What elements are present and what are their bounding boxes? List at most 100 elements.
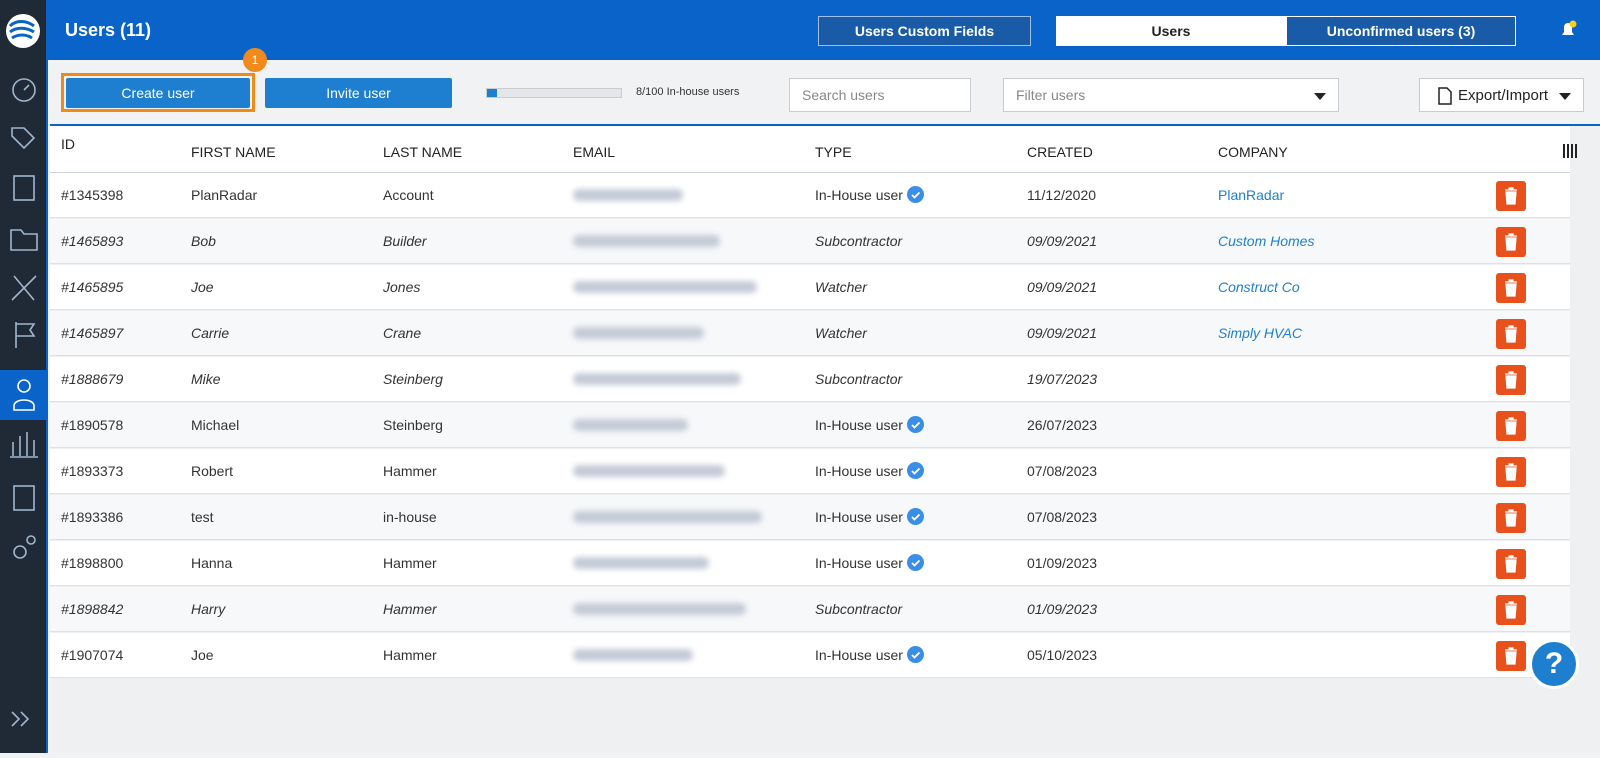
id: #1898842 bbox=[61, 601, 124, 617]
table-row[interactable]: #1893373 Robert Hammer In-House user 07/08/2… bbox=[50, 449, 1570, 494]
first-name: Hanna bbox=[191, 555, 233, 571]
help-button[interactable]: ? bbox=[1529, 639, 1579, 689]
table-row[interactable]: #1898842 Harry Hammer Subcontractor 01/09/20… bbox=[50, 587, 1570, 632]
type: Subcontractor bbox=[815, 601, 903, 617]
delete-button[interactable] bbox=[1496, 641, 1526, 671]
created: 05/10/2023 bbox=[1027, 647, 1098, 663]
type: In-House user bbox=[815, 647, 903, 663]
last-name: Hammer bbox=[383, 647, 437, 663]
column-header[interactable]: TYPE bbox=[815, 144, 852, 160]
email-redacted bbox=[573, 557, 709, 569]
company[interactable]: Simply HVAC bbox=[1218, 325, 1303, 341]
column-header[interactable]: FIRST NAME bbox=[191, 144, 276, 160]
email-redacted bbox=[573, 281, 757, 293]
column-header[interactable]: EMAIL bbox=[573, 144, 616, 160]
created: 09/09/2021 bbox=[1027, 233, 1098, 249]
last-name: Account bbox=[383, 187, 434, 203]
first-name: PlanRadar bbox=[191, 187, 258, 203]
id: #1893373 bbox=[61, 463, 124, 479]
company[interactable]: Custom Homes bbox=[1218, 233, 1315, 249]
company[interactable]: Construct Co bbox=[1218, 279, 1300, 295]
delete-button[interactable] bbox=[1496, 503, 1526, 533]
email-redacted bbox=[573, 373, 741, 385]
delete-button[interactable] bbox=[1496, 227, 1526, 257]
table: ID FIRST NAME LAST NAME EMAIL TYPE CREATED COM… bbox=[50, 124, 1600, 753]
table-row[interactable]: #1898800 Hanna Hammer In-House user 01/09/20… bbox=[50, 541, 1570, 586]
type: In-House user bbox=[815, 509, 903, 525]
trash-icon bbox=[1505, 509, 1517, 527]
table-row[interactable]: #1465897 Carrie Crane Watcher 09/09/2021 Simp… bbox=[50, 311, 1570, 356]
verified-icon bbox=[907, 508, 924, 525]
verified-icon bbox=[907, 646, 924, 663]
tab[interactable]: Users Custom Fields bbox=[818, 16, 1031, 46]
tab[interactable]: Users bbox=[1056, 16, 1286, 46]
column-header[interactable]: ID bbox=[61, 136, 75, 152]
invite-user-button[interactable]: Invite user bbox=[265, 78, 452, 108]
verified-icon bbox=[907, 186, 924, 203]
first-name: Carrie bbox=[191, 325, 230, 341]
id: #1898800 bbox=[61, 555, 124, 571]
created: 07/08/2023 bbox=[1027, 509, 1098, 525]
dropdown-arrow bbox=[1314, 93, 1326, 100]
delete-button[interactable] bbox=[1496, 411, 1526, 441]
table-row[interactable]: #1890578 Michael Steinberg In-House user 26/… bbox=[50, 403, 1570, 448]
delete-button[interactable] bbox=[1496, 595, 1526, 625]
last-name: Hammer bbox=[383, 555, 437, 571]
delete-button[interactable] bbox=[1496, 457, 1526, 487]
notifications[interactable] bbox=[1556, 18, 1580, 42]
table-row[interactable]: #1893386 test in-house In-House user 07/08/2… bbox=[50, 495, 1570, 540]
first-name: Michael bbox=[191, 417, 240, 433]
type: Subcontractor bbox=[815, 233, 903, 249]
last-name: Jones bbox=[383, 279, 421, 295]
email-redacted bbox=[573, 465, 725, 477]
delete-button[interactable] bbox=[1496, 273, 1526, 303]
column-header[interactable]: CREATED bbox=[1027, 144, 1093, 160]
export-icon bbox=[1438, 87, 1452, 105]
export-button[interactable]: Export/Import bbox=[1419, 78, 1584, 112]
tab[interactable]: Unconfirmed users (3) bbox=[1286, 16, 1516, 46]
email-redacted bbox=[573, 419, 688, 431]
id: #1890578 bbox=[61, 417, 124, 433]
sidebar-icons bbox=[0, 14, 48, 727]
delete-button[interactable] bbox=[1496, 181, 1526, 211]
first-name: test bbox=[191, 509, 214, 525]
created: 19/07/2023 bbox=[1027, 371, 1098, 387]
first-name: Joe bbox=[191, 279, 214, 295]
verified-icon bbox=[907, 462, 924, 479]
type: In-House user bbox=[815, 187, 903, 203]
table-row[interactable]: #1465893 Bob Builder Subcontractor 09/09/202… bbox=[50, 219, 1570, 264]
id: #1893386 bbox=[61, 509, 124, 525]
trash-icon bbox=[1505, 325, 1517, 343]
table-row[interactable]: #1907074 Joe Hammer In-House user 05/10/2023 bbox=[50, 633, 1570, 678]
search-input[interactable]: Search users bbox=[789, 78, 971, 112]
last-name: Hammer bbox=[383, 601, 437, 617]
delete-button[interactable] bbox=[1496, 365, 1526, 395]
quota-text: 8/100 In-house users bbox=[636, 86, 740, 98]
company[interactable]: PlanRadar bbox=[1218, 187, 1285, 203]
trash-icon bbox=[1505, 187, 1517, 205]
filter-input[interactable]: Filter users bbox=[1003, 78, 1339, 112]
quota-bar bbox=[486, 88, 622, 98]
create-user-button[interactable]: Create user bbox=[66, 78, 250, 108]
id: #1345398 bbox=[61, 187, 124, 203]
columns-toggle[interactable] bbox=[1562, 144, 1578, 158]
email-redacted bbox=[573, 511, 762, 523]
delete-button[interactable] bbox=[1496, 549, 1526, 579]
id: #1465893 bbox=[61, 233, 124, 249]
email-redacted bbox=[573, 189, 683, 201]
table-row[interactable]: #1465895 Joe Jones Watcher 09/09/2021 Constru… bbox=[50, 265, 1570, 310]
column-header[interactable]: COMPANY bbox=[1218, 144, 1288, 160]
first-name: Robert bbox=[191, 463, 234, 479]
column-header[interactable]: LAST NAME bbox=[383, 144, 463, 160]
type: In-House user bbox=[815, 463, 903, 479]
email-redacted bbox=[573, 235, 720, 247]
table-row[interactable]: #1345398 PlanRadar Account In-House user 11/… bbox=[50, 173, 1570, 218]
table-row[interactable]: #1888679 Mike Steinberg Subcontractor 19/07/… bbox=[50, 357, 1570, 402]
trash-icon bbox=[1505, 601, 1517, 619]
trash-icon bbox=[1505, 279, 1517, 297]
first-name: Bob bbox=[191, 233, 216, 249]
email-redacted bbox=[573, 649, 693, 661]
delete-button[interactable] bbox=[1496, 319, 1526, 349]
id: #1465897 bbox=[61, 325, 124, 341]
last-name: in-house bbox=[383, 509, 437, 525]
